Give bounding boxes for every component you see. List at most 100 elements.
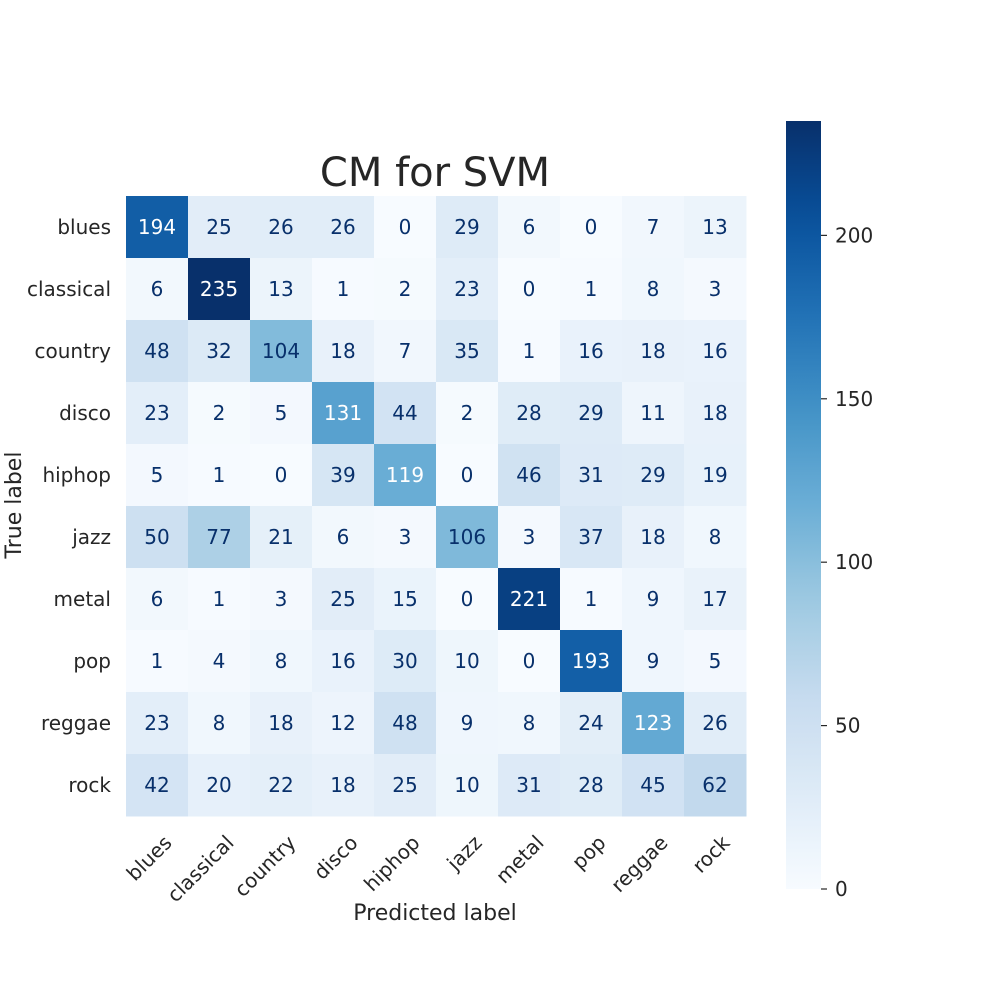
heatmap-cell bbox=[436, 506, 499, 569]
heatmap-cell bbox=[498, 568, 561, 631]
heatmap-cell bbox=[560, 320, 623, 383]
heatmap-cell-labels: 194 25 26 26 0 29 6 0 7 136 235 13 1 2 23 0 1 8 348 32 104 18… bbox=[138, 215, 728, 797]
heatmap-cell bbox=[498, 196, 561, 259]
cell-value-label: 29 bbox=[640, 463, 665, 487]
heatmap-cell bbox=[250, 320, 313, 383]
y-tick-label: pop bbox=[73, 649, 111, 673]
heatmap-cell bbox=[250, 754, 313, 817]
heatmap-cell bbox=[684, 258, 747, 321]
x-tick-label: hiphop bbox=[359, 831, 424, 896]
heatmap-cell bbox=[436, 630, 499, 693]
heatmap-cell bbox=[684, 568, 747, 631]
heatmap-cell bbox=[312, 754, 375, 817]
heatmap-cell bbox=[498, 692, 561, 755]
cell-value-label: 26 bbox=[268, 215, 293, 239]
cell-value-label: 8 bbox=[647, 277, 660, 301]
heatmap-cell bbox=[312, 692, 375, 755]
cell-value-label: 9 bbox=[647, 649, 660, 673]
heatmap-cell bbox=[188, 382, 251, 445]
y-tick-label: country bbox=[35, 339, 112, 363]
cell-value-label: 21 bbox=[268, 525, 293, 549]
heatmap-cell bbox=[374, 630, 437, 693]
cell-value-label: 106 bbox=[448, 525, 486, 549]
heatmap-cell bbox=[126, 754, 189, 817]
heatmap-cell bbox=[498, 258, 561, 321]
cell-value-label: 6 bbox=[151, 587, 164, 611]
heatmap-cell bbox=[622, 258, 685, 321]
x-tick-label: reggae bbox=[606, 831, 673, 898]
heatmap-cell bbox=[560, 506, 623, 569]
cell-value-label: 18 bbox=[702, 401, 727, 425]
cell-value-label: 29 bbox=[578, 401, 603, 425]
cell-value-label: 0 bbox=[275, 463, 288, 487]
cell-value-label: 77 bbox=[206, 525, 231, 549]
heatmap-cell bbox=[250, 506, 313, 569]
colorbar-tick-label: 0 bbox=[835, 877, 848, 901]
heatmap-cell bbox=[250, 258, 313, 321]
cell-value-label: 10 bbox=[454, 773, 479, 797]
cell-value-label: 48 bbox=[392, 711, 417, 735]
x-tick-label: rock bbox=[687, 830, 734, 877]
heatmap-cell bbox=[684, 196, 747, 259]
heatmap-cell bbox=[312, 506, 375, 569]
heatmap-cell bbox=[312, 382, 375, 445]
cell-value-label: 11 bbox=[640, 401, 665, 425]
heatmap-cell bbox=[188, 568, 251, 631]
cell-value-label: 18 bbox=[330, 339, 355, 363]
heatmap-cell bbox=[126, 320, 189, 383]
cell-value-label: 1 bbox=[213, 587, 226, 611]
heatmap-cell bbox=[622, 444, 685, 507]
heatmap-cell bbox=[374, 196, 437, 259]
heatmap-cell bbox=[498, 506, 561, 569]
cell-value-label: 3 bbox=[275, 587, 288, 611]
heatmap-cell bbox=[374, 258, 437, 321]
cell-value-label: 5 bbox=[709, 649, 722, 673]
cell-value-label: 131 bbox=[324, 401, 362, 425]
cell-value-label: 1 bbox=[523, 339, 536, 363]
heatmap-cell bbox=[312, 568, 375, 631]
heatmap-cell bbox=[126, 258, 189, 321]
heatmap-cell bbox=[436, 196, 499, 259]
y-tick-label: reggae bbox=[41, 711, 111, 735]
heatmap-cell bbox=[622, 568, 685, 631]
heatmap-cell bbox=[374, 506, 437, 569]
y-tick-label: blues bbox=[57, 215, 111, 239]
cell-value-label: 62 bbox=[702, 773, 727, 797]
heatmap-cell bbox=[684, 382, 747, 445]
cell-value-label: 15 bbox=[392, 587, 417, 611]
heatmap-cell bbox=[436, 258, 499, 321]
cell-value-label: 30 bbox=[392, 649, 417, 673]
colorbar-tick-label: 50 bbox=[835, 714, 860, 738]
heatmap-cell bbox=[250, 382, 313, 445]
heatmap-cell bbox=[126, 630, 189, 693]
heatmap-cell bbox=[560, 692, 623, 755]
cell-value-label: 0 bbox=[585, 215, 598, 239]
heatmap-cell bbox=[560, 568, 623, 631]
cell-value-label: 119 bbox=[386, 463, 424, 487]
cell-value-label: 19 bbox=[702, 463, 727, 487]
heatmap-cell bbox=[374, 444, 437, 507]
cell-value-label: 2 bbox=[461, 401, 474, 425]
heatmap-cell bbox=[188, 196, 251, 259]
colorbar-tick-label: 200 bbox=[835, 223, 873, 247]
heatmap-cell bbox=[374, 320, 437, 383]
heatmap-cell bbox=[126, 444, 189, 507]
cell-value-label: 3 bbox=[709, 277, 722, 301]
heatmap-cell bbox=[684, 754, 747, 817]
heatmap-cell bbox=[622, 320, 685, 383]
cell-value-label: 5 bbox=[275, 401, 288, 425]
heatmap-cell bbox=[374, 568, 437, 631]
heatmap-cell bbox=[498, 382, 561, 445]
cell-value-label: 23 bbox=[144, 711, 169, 735]
heatmap-cell bbox=[374, 382, 437, 445]
heatmap-cell bbox=[188, 754, 251, 817]
cell-value-label: 12 bbox=[330, 711, 355, 735]
heatmap-cell bbox=[560, 196, 623, 259]
heatmap-cell bbox=[498, 320, 561, 383]
colorbar-ticks: 0 50 100 150 200 bbox=[821, 223, 873, 901]
y-tick-label: classical bbox=[27, 277, 111, 301]
cell-value-label: 13 bbox=[702, 215, 727, 239]
heatmap-cell bbox=[374, 754, 437, 817]
